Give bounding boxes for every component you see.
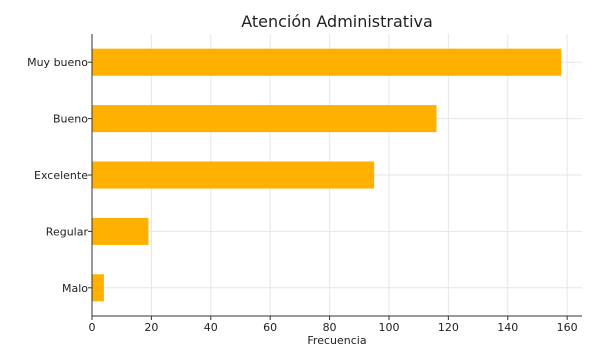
x-tick-label: 60 xyxy=(263,321,277,334)
bar xyxy=(92,105,437,133)
bar xyxy=(92,161,375,189)
x-tick-label: 120 xyxy=(438,321,459,334)
bars xyxy=(92,48,562,302)
x-tick-label: 100 xyxy=(378,321,399,334)
x-tick-label: 20 xyxy=(144,321,158,334)
bar xyxy=(92,48,562,76)
x-tick-labels: 0 20 40 60 80 100 120 140 160 xyxy=(89,316,578,334)
y-tick-labels: Muy bueno Bueno Excelente Regular Malo xyxy=(27,56,92,295)
x-tick-label: 140 xyxy=(497,321,518,334)
y-tick-label: Malo xyxy=(62,282,88,295)
y-tick-label: Regular xyxy=(46,225,89,238)
bar xyxy=(92,274,104,302)
x-tick-label: 160 xyxy=(557,321,578,334)
x-tick-label: 80 xyxy=(323,321,337,334)
y-tick-label: Excelente xyxy=(34,169,88,182)
x-tick-label: 0 xyxy=(89,321,96,334)
y-tick-label: Bueno xyxy=(53,113,88,126)
x-tick-label: 40 xyxy=(204,321,218,334)
x-axis-label: Frecuencia xyxy=(307,334,366,345)
bar xyxy=(92,217,149,245)
chart-title: Atención Administrativa xyxy=(241,12,433,31)
y-tick-label: Muy bueno xyxy=(27,56,88,69)
